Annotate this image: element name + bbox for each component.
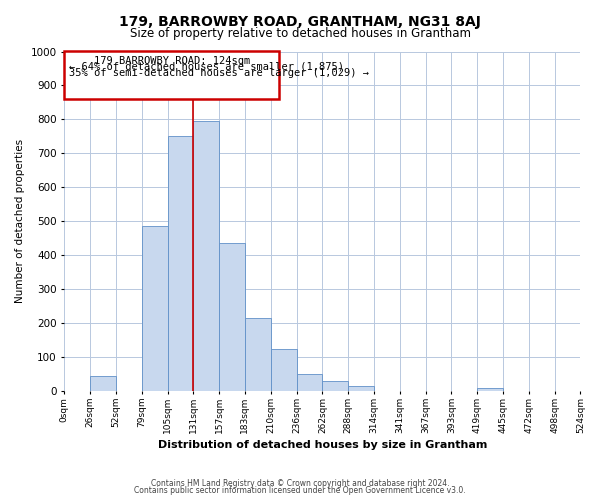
Text: Contains public sector information licensed under the Open Government Licence v3: Contains public sector information licen… — [134, 486, 466, 495]
Bar — [322, 381, 348, 391]
Bar — [168, 136, 193, 391]
Bar — [219, 244, 245, 391]
Text: ← 64% of detached houses are smaller (1,875): ← 64% of detached houses are smaller (1,… — [69, 62, 344, 72]
Bar — [297, 374, 322, 391]
Text: Contains HM Land Registry data © Crown copyright and database right 2024.: Contains HM Land Registry data © Crown c… — [151, 478, 449, 488]
Text: 179, BARROWBY ROAD, GRANTHAM, NG31 8AJ: 179, BARROWBY ROAD, GRANTHAM, NG31 8AJ — [119, 15, 481, 29]
Y-axis label: Number of detached properties: Number of detached properties — [15, 139, 25, 304]
Text: 179 BARROWBY ROAD: 124sqm: 179 BARROWBY ROAD: 124sqm — [94, 56, 250, 66]
Bar — [193, 121, 219, 391]
Bar — [245, 318, 271, 391]
Text: 35% of semi-detached houses are larger (1,029) →: 35% of semi-detached houses are larger (… — [69, 68, 369, 78]
FancyBboxPatch shape — [64, 51, 279, 99]
Bar — [477, 388, 503, 391]
Bar — [90, 376, 116, 391]
Bar — [142, 226, 168, 391]
Text: Size of property relative to detached houses in Grantham: Size of property relative to detached ho… — [130, 28, 470, 40]
Bar — [271, 348, 297, 391]
Bar — [348, 386, 374, 391]
X-axis label: Distribution of detached houses by size in Grantham: Distribution of detached houses by size … — [158, 440, 487, 450]
